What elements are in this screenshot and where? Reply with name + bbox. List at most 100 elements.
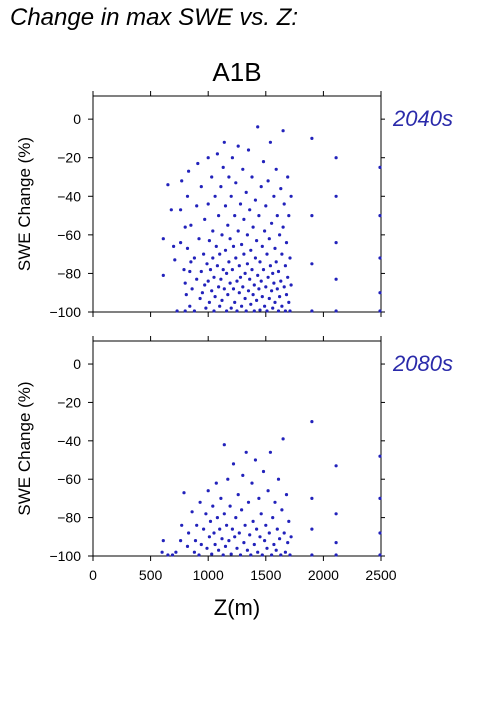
x-tick-label: 1000 bbox=[193, 567, 224, 583]
data-point bbox=[257, 496, 261, 500]
data-point bbox=[271, 516, 275, 520]
data-point bbox=[334, 241, 338, 245]
data-point bbox=[286, 175, 290, 179]
data-point bbox=[282, 285, 286, 289]
data-point bbox=[237, 291, 241, 295]
data-point bbox=[270, 221, 274, 225]
data-point bbox=[279, 279, 283, 283]
data-point bbox=[174, 550, 178, 554]
data-point bbox=[334, 512, 338, 516]
data-point bbox=[258, 260, 262, 264]
data-point bbox=[267, 237, 271, 241]
data-point bbox=[283, 550, 287, 554]
scatter-series bbox=[160, 420, 382, 557]
data-point bbox=[245, 548, 249, 552]
data-point bbox=[204, 306, 208, 310]
y-tick-label: −20 bbox=[57, 394, 81, 410]
plot-frame bbox=[92, 340, 382, 557]
data-point bbox=[206, 489, 210, 493]
data-point bbox=[266, 275, 270, 279]
data-point bbox=[334, 541, 338, 545]
data-point bbox=[250, 481, 254, 485]
data-point bbox=[192, 550, 196, 554]
data-point bbox=[185, 194, 190, 198]
x-tick-label: 2000 bbox=[308, 567, 339, 583]
data-point bbox=[238, 275, 243, 279]
y-axis-title: SWE Change (%) bbox=[15, 137, 34, 271]
data-point bbox=[234, 256, 238, 260]
data-point bbox=[272, 281, 276, 285]
data-point bbox=[246, 289, 251, 293]
data-point bbox=[183, 281, 187, 285]
data-point bbox=[215, 152, 219, 156]
data-point bbox=[228, 237, 232, 241]
data-point bbox=[289, 535, 293, 539]
data-point bbox=[230, 156, 234, 160]
data-point bbox=[218, 304, 222, 308]
y-tick-label: −60 bbox=[57, 227, 81, 243]
data-point bbox=[179, 208, 183, 212]
data-point bbox=[205, 262, 209, 266]
data-point bbox=[255, 527, 259, 531]
data-point bbox=[310, 420, 314, 424]
data-point bbox=[207, 300, 211, 304]
data-point bbox=[310, 553, 314, 557]
data-point bbox=[223, 248, 228, 252]
data-point bbox=[243, 271, 247, 275]
data-point bbox=[161, 237, 165, 241]
data-point bbox=[225, 271, 229, 275]
data-point bbox=[226, 223, 230, 227]
data-point bbox=[230, 268, 234, 272]
data-point bbox=[284, 493, 289, 497]
data-point bbox=[236, 229, 240, 233]
y-tick-label: 0 bbox=[73, 111, 81, 127]
y-tick-label: −20 bbox=[57, 150, 81, 166]
data-point bbox=[160, 550, 164, 554]
data-point bbox=[274, 260, 278, 264]
data-point bbox=[182, 268, 186, 272]
data-point bbox=[310, 136, 314, 140]
data-point bbox=[234, 181, 238, 185]
data-point bbox=[240, 508, 244, 512]
data-point bbox=[229, 194, 233, 198]
data-point bbox=[229, 552, 233, 556]
data-point bbox=[217, 214, 221, 218]
data-point bbox=[217, 548, 221, 552]
y-tick-label: −80 bbox=[57, 265, 81, 281]
data-point bbox=[214, 481, 218, 485]
data-point bbox=[233, 214, 237, 218]
data-point bbox=[245, 233, 249, 237]
data-point bbox=[261, 268, 266, 272]
data-point bbox=[270, 553, 274, 557]
data-point bbox=[180, 179, 184, 183]
data-point bbox=[242, 217, 246, 221]
data-point bbox=[265, 309, 269, 313]
data-point bbox=[261, 160, 266, 164]
data-point bbox=[255, 239, 259, 243]
data-point bbox=[289, 194, 293, 198]
data-point bbox=[215, 264, 219, 268]
data-point bbox=[228, 504, 232, 508]
data-point bbox=[202, 527, 206, 531]
data-point bbox=[173, 258, 177, 262]
y-tick-label: −100 bbox=[49, 548, 81, 564]
y-tick-label: −40 bbox=[57, 188, 81, 204]
panel-2040s: 0 −20 −40 −60 −80 −100 SWE Change (%) 2040s bbox=[15, 91, 453, 320]
data-point bbox=[206, 156, 210, 160]
data-point bbox=[203, 283, 207, 287]
data-point bbox=[334, 464, 338, 468]
data-point bbox=[182, 491, 186, 495]
data-point bbox=[282, 202, 286, 206]
data-point bbox=[378, 291, 382, 295]
figure-heading: Change in max SWE vs. Z: bbox=[10, 4, 299, 31]
data-point bbox=[225, 523, 229, 527]
data-point bbox=[199, 542, 203, 547]
data-point bbox=[289, 283, 293, 287]
data-point bbox=[179, 241, 183, 245]
data-point bbox=[221, 165, 225, 169]
data-point bbox=[281, 129, 285, 133]
data-point bbox=[257, 287, 261, 291]
data-point bbox=[258, 535, 262, 539]
data-point bbox=[227, 175, 231, 179]
y-tick-label: 0 bbox=[73, 356, 81, 372]
